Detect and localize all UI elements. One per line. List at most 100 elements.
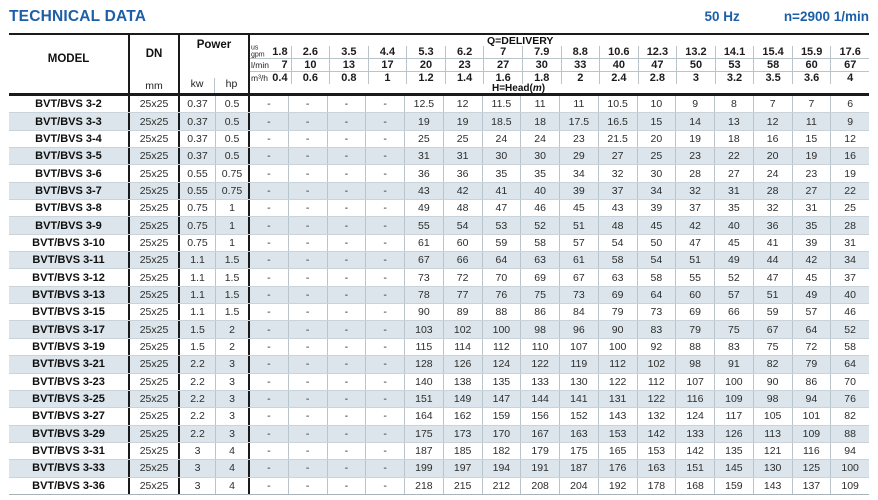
delivery-value-text: 23 — [458, 59, 471, 71]
head-value-cell: - — [250, 338, 289, 356]
head-value-cell: 45 — [793, 269, 832, 286]
dn-cell: 25x25 — [130, 182, 180, 200]
head-value-cell: 208 — [521, 477, 560, 494]
head-value-cell: 37 — [676, 200, 715, 217]
delivery-label: Q=DELIVERY — [487, 35, 554, 47]
head-value-cell: 43 — [405, 182, 444, 200]
delivery-value-text: 0.8 — [341, 72, 357, 84]
head-value-cell: - — [250, 460, 289, 477]
head-value-cell: 102 — [638, 356, 677, 373]
head-value-cell: - — [250, 356, 289, 373]
power-hp-cell: 1.5 — [216, 252, 250, 269]
delivery-value-text: 13 — [342, 59, 356, 71]
delivery-value: 2.8 — [639, 72, 678, 84]
delivery-value: 3.5 — [754, 72, 793, 84]
head-value-cell: 90 — [754, 373, 793, 390]
delivery-header-section: Q=DELIVERY us gpm 1.8 2.6 3.5 4.4 5.3 6.2 7 7.9 8… — [250, 35, 869, 94]
head-value-cell: 19 — [793, 148, 832, 165]
head-value-cell: - — [250, 425, 289, 442]
head-value-cell: 18.5 — [483, 113, 522, 130]
dn-cell: 25x25 — [130, 425, 180, 442]
delivery-value-text: 4.4 — [379, 46, 396, 58]
head-value-cell: - — [289, 130, 328, 148]
head-value-cell: - — [250, 408, 289, 425]
head-value-cell: 20 — [754, 148, 793, 165]
head-value-cell: 39 — [638, 200, 677, 217]
head-value-cell: 19 — [676, 130, 715, 148]
delivery-value: 1.8 — [523, 72, 562, 84]
head-value-cell: 192 — [599, 477, 638, 494]
head-value-cell: 15 — [638, 113, 677, 130]
delivery-value-text: 7.9 — [534, 46, 550, 58]
head-value-cell: 131 — [599, 390, 638, 408]
head-value-cell: 64 — [483, 252, 522, 269]
head-value-cell: 185 — [444, 442, 483, 460]
head-value-cell: 37 — [844, 271, 856, 284]
head-value-cell: 51 — [754, 286, 793, 304]
delivery-value-text: 2.8 — [649, 72, 666, 84]
power-hp-cell: 0.5 — [216, 148, 250, 165]
header-bar: TECHNICAL DATA 50 Hz n=2900 1/min — [9, 8, 869, 26]
head-value-cell: - — [250, 390, 289, 408]
head-value-cell: 24 — [521, 130, 560, 148]
operating-specs: 50 Hz n=2900 1/min — [705, 9, 869, 24]
head-value-cell: 52 — [521, 217, 560, 234]
head-value-cell: 36 — [405, 165, 444, 182]
head-value-cell: - — [328, 234, 367, 252]
head-value-cell: 112 — [599, 356, 638, 373]
head-value-cell: 8 — [715, 96, 754, 113]
delivery-value: 10.6 — [600, 46, 639, 58]
delivery-value: 47 — [639, 59, 678, 71]
head-value-cell: 31 — [405, 148, 444, 165]
power-kw-cell: 1.5 — [180, 338, 216, 356]
delivery-value-text: 3.5 — [765, 72, 781, 84]
head-value-cell: - — [366, 269, 405, 286]
head-value-cell: - — [328, 286, 367, 304]
table-row: BVT/BVS 3-5 25x25 0.37 0.5- - - -31 31 30 30 29 27 2… — [9, 147, 869, 165]
head-value-cell: 47 — [676, 234, 715, 252]
delivery-value: 40 — [600, 59, 639, 71]
dn-cell: 25x25 — [130, 408, 180, 425]
head-value-cell: 90 — [405, 304, 444, 321]
power-kw-cell: 3 — [180, 442, 216, 460]
model-cell: BVT/BVS 3-12 — [9, 269, 130, 286]
head-value-cell: 69 — [521, 269, 560, 286]
head-value-cell: 66 — [444, 252, 483, 269]
power-column-header: Power kw hp — [180, 35, 250, 93]
delivery-value-text: 40 — [612, 59, 625, 71]
model-cell: BVT/BVS 3-8 — [9, 200, 130, 217]
dn-cell: 25x25 — [130, 390, 180, 408]
head-value-cell: 22 — [715, 148, 754, 165]
dn-cell: 25x25 — [130, 356, 180, 373]
head-value-cell: 30 — [521, 148, 560, 165]
head-value-cell: - — [328, 217, 367, 234]
delivery-value-text: 67 — [844, 59, 857, 71]
delivery-value-text: 27 — [497, 59, 510, 71]
table-row: BVT/BVS 3-29 25x25 2.2 3- - - -175 173 170 167 163… — [9, 424, 869, 442]
dn-unit-label: mm — [145, 80, 163, 92]
head-value-cell: 32 — [676, 182, 715, 200]
head-value-cell: 46 — [844, 306, 856, 319]
table-row: BVT/BVS 3-2 25x25 0.37 0.5- - - -12.5 12 11.5 11 1… — [9, 96, 869, 113]
head-value-cell: 35 — [715, 200, 754, 217]
table-row: BVT/BVS 3-17 25x25 1.5 2- - - -103 102 100 98 96 90… — [9, 320, 869, 338]
head-value-cell: 175 — [560, 442, 599, 460]
head-value-cell: 191 — [521, 460, 560, 477]
flow-unit-label: us gpm — [251, 44, 265, 59]
power-hp-cell: 1 — [216, 200, 250, 217]
delivery-value: 0.8 — [330, 72, 369, 84]
head-label: H=Head(m) — [492, 83, 546, 94]
model-cell: BVT/BVS 3-10 — [9, 234, 130, 252]
head-value-cell: 35 — [483, 165, 522, 182]
head-value-cell: 142 — [676, 442, 715, 460]
head-value-cell: 63 — [521, 252, 560, 269]
head-value-cell: 9 — [847, 115, 854, 128]
head-value-cell: 98 — [754, 390, 793, 408]
head-value-cell: 60 — [676, 286, 715, 304]
head-value-cell: - — [366, 373, 405, 390]
head-value-cell: 57 — [793, 304, 832, 321]
delivery-value-text: 2 — [577, 72, 584, 84]
delivery-value: 3 — [677, 72, 716, 84]
head-value-cell: 28 — [676, 165, 715, 182]
delivery-value: 13 — [330, 59, 369, 71]
